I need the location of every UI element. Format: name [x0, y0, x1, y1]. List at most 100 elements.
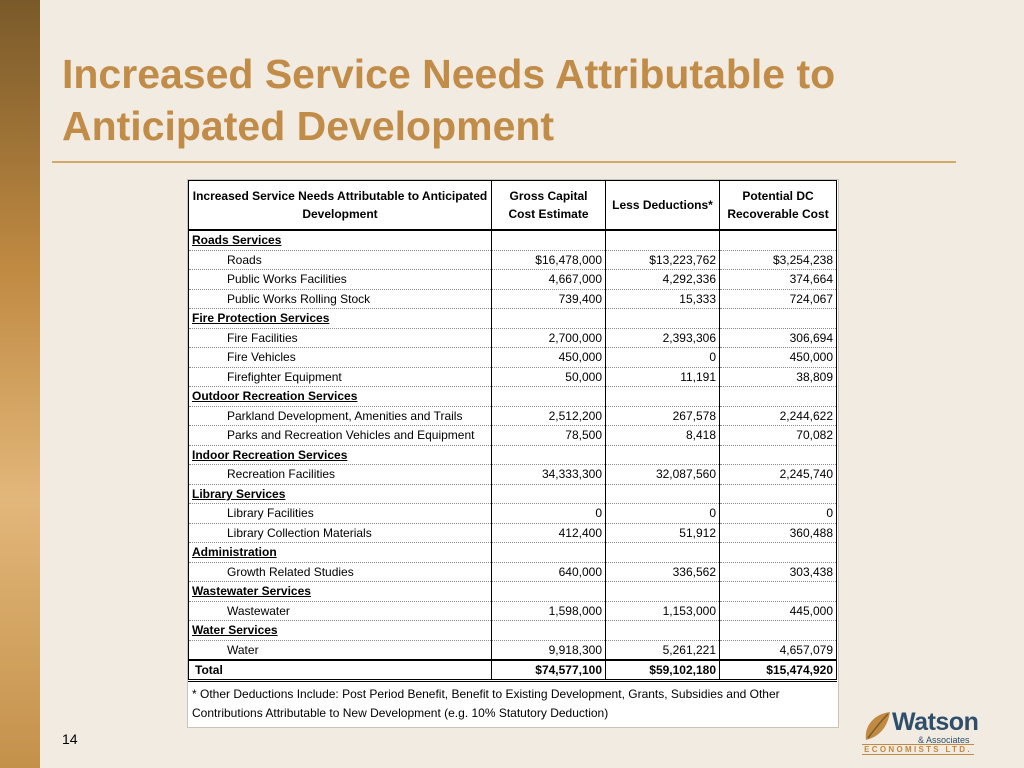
- recoverable-cost-cell: 360,488: [719, 523, 837, 543]
- recoverable-cost-cell: 4,657,079: [719, 640, 837, 661]
- deductions-cell: [605, 445, 720, 465]
- table-body: Roads Services Roads $16,478,000 $13,223,76…: [188, 230, 837, 682]
- gross-cost-cell: 2,512,200: [491, 406, 606, 426]
- recoverable-cost-cell: 2,245,740: [719, 464, 837, 485]
- table-footnote: * Other Deductions Include: Post Period …: [192, 687, 780, 720]
- table-section-row: Water Services: [188, 620, 837, 641]
- recoverable-cost-cell: 70,082: [719, 425, 837, 446]
- dc-cost-table: Increased Service Needs Attributable to …: [188, 180, 837, 682]
- recoverable-cost-cell: $3,254,238: [719, 250, 837, 270]
- page-number: 14: [62, 731, 78, 747]
- deductions-cell: 0: [605, 503, 720, 524]
- recoverable-cost-cell: 374,664: [719, 269, 837, 290]
- recoverable-cost-cell: 450,000: [719, 347, 837, 368]
- row-label: Total: [188, 659, 492, 682]
- row-label: Recreation Facilities: [188, 464, 492, 485]
- logo-tagline: & Associates: [918, 735, 970, 745]
- row-label: Parkland Development, Amenities and Trai…: [188, 406, 492, 426]
- deductions-cell: [605, 230, 720, 251]
- deductions-cell: 4,292,336: [605, 269, 720, 290]
- recoverable-cost-cell: 38,809: [719, 367, 837, 387]
- gross-cost-cell: 4,667,000: [491, 269, 606, 290]
- row-label: Water Services: [188, 620, 492, 641]
- row-label: Fire Protection Services: [188, 308, 492, 329]
- gross-cost-cell: [491, 484, 606, 504]
- deductions-cell: $59,102,180: [605, 659, 720, 682]
- deductions-cell: 15,333: [605, 289, 720, 309]
- leaf-icon: [865, 712, 890, 740]
- decorative-side-bar: [0, 0, 40, 768]
- row-label: Growth Related Studies: [188, 562, 492, 582]
- table-row: Library Collection Materials 412,400 51,91…: [188, 523, 837, 543]
- row-label: Water: [188, 640, 492, 661]
- row-label: Parks and Recreation Vehicles and Equipm…: [188, 425, 492, 446]
- header-recoverable: Potential DC Recoverable Cost: [719, 180, 837, 231]
- table-section-row: Library Services: [188, 484, 837, 504]
- table-section-row: Indoor Recreation Services: [188, 445, 837, 465]
- row-label: Outdoor Recreation Services: [188, 386, 492, 407]
- row-label: Administration: [188, 542, 492, 563]
- deductions-cell: [605, 581, 720, 602]
- deductions-cell: [605, 484, 720, 504]
- deductions-cell: 2,393,306: [605, 328, 720, 348]
- table-section-row: Outdoor Recreation Services: [188, 386, 837, 407]
- recoverable-cost-cell: [719, 542, 837, 563]
- row-label: Fire Facilities: [188, 328, 492, 348]
- row-label: Public Works Rolling Stock: [188, 289, 492, 309]
- recoverable-cost-cell: $15,474,920: [719, 659, 837, 682]
- logo-subtitle: ECONOMISTS LTD.: [862, 744, 974, 755]
- slide-title: Increased Service Needs Attributable to …: [62, 51, 836, 149]
- gross-cost-cell: 0: [491, 503, 606, 524]
- recoverable-cost-cell: 0: [719, 503, 837, 524]
- gross-cost-cell: [491, 542, 606, 563]
- recoverable-cost-cell: [719, 581, 837, 602]
- gross-cost-cell: [491, 386, 606, 407]
- row-label: Public Works Facilities: [188, 269, 492, 290]
- table-row: Parkland Development, Amenities and Trai…: [188, 406, 837, 426]
- gross-cost-cell: 1,598,000: [491, 601, 606, 621]
- gross-cost-cell: [491, 620, 606, 641]
- table-total-row: Total $74,577,100 $59,102,180 $15,474,920: [188, 659, 837, 682]
- recoverable-cost-cell: 445,000: [719, 601, 837, 621]
- deductions-cell: 51,912: [605, 523, 720, 543]
- row-label: Firefighter Equipment: [188, 367, 492, 387]
- deductions-cell: [605, 620, 720, 641]
- table-row: Recreation Facilities 34,333,300 32,087,56…: [188, 464, 837, 485]
- row-label: Roads Services: [188, 230, 492, 251]
- table-row: Firefighter Equipment 50,000 11,191 38,809: [188, 367, 837, 387]
- gross-cost-cell: [491, 230, 606, 251]
- gross-cost-cell: [491, 445, 606, 465]
- gross-cost-cell: 78,500: [491, 425, 606, 446]
- recoverable-cost-cell: [719, 308, 837, 329]
- deductions-cell: 267,578: [605, 406, 720, 426]
- gross-cost-cell: 2,700,000: [491, 328, 606, 348]
- gross-cost-cell: 412,400: [491, 523, 606, 543]
- table-section-row: Wastewater Services: [188, 581, 837, 602]
- table-row: Roads $16,478,000 $13,223,762 $3,254,238: [188, 250, 837, 270]
- table-row: Fire Facilities 2,700,000 2,393,306 306,694: [188, 328, 837, 348]
- table-row: Parks and Recreation Vehicles and Equipm…: [188, 425, 837, 446]
- recoverable-cost-cell: 2,244,622: [719, 406, 837, 426]
- row-label: Indoor Recreation Services: [188, 445, 492, 465]
- table-header-row: Increased Service Needs Attributable to …: [188, 180, 837, 231]
- header-gross: Gross Capital Cost Estimate: [491, 180, 606, 231]
- table-row: Growth Related Studies 640,000 336,562 303,…: [188, 562, 837, 582]
- deductions-cell: 8,418: [605, 425, 720, 446]
- gross-cost-cell: [491, 581, 606, 602]
- table-row: Water 9,918,300 5,261,221 4,657,079: [188, 640, 837, 661]
- row-label: Wastewater: [188, 601, 492, 621]
- header-deductions: Less Deductions*: [605, 180, 720, 231]
- company-logo: Watson & Associates ECONOMISTS LTD.: [858, 708, 979, 758]
- deductions-cell: 336,562: [605, 562, 720, 582]
- recoverable-cost-cell: [719, 386, 837, 407]
- row-label: Wastewater Services: [188, 581, 492, 602]
- recoverable-cost-cell: 724,067: [719, 289, 837, 309]
- row-label: Library Facilities: [188, 503, 492, 524]
- table-section-row: Roads Services: [188, 230, 837, 251]
- table-section-row: Administration: [188, 542, 837, 563]
- row-label: Library Services: [188, 484, 492, 504]
- gross-cost-cell: $74,577,100: [491, 659, 606, 682]
- gross-cost-cell: 739,400: [491, 289, 606, 309]
- table-row: Library Facilities 0 0 0: [188, 503, 837, 524]
- recoverable-cost-cell: 306,694: [719, 328, 837, 348]
